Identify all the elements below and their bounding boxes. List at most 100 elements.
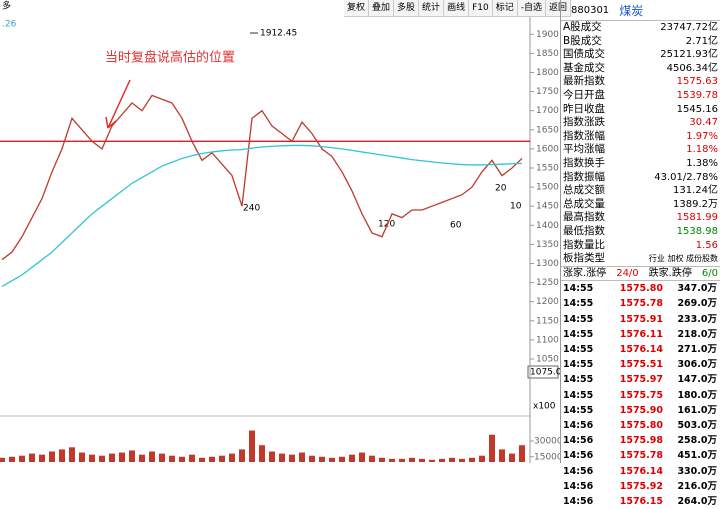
tick-time: 14:56 — [563, 419, 594, 431]
price-line — [1, 94, 523, 261]
stat-value: 131.24亿 — [673, 185, 718, 197]
volume-bar — [139, 454, 145, 462]
up-label: 涨家.涨停 — [563, 267, 607, 279]
quote-panel: 880301 煤炭 A股成交 23747.72亿 B股成交 2.71亿 国债成交 2512… — [560, 0, 720, 507]
stat-label: 国债成交 — [563, 48, 605, 61]
stat-label: 总成交额 — [563, 184, 605, 197]
tick-volume: 161.0万 — [677, 404, 717, 416]
stat-value: 1581.99 — [676, 212, 718, 224]
tick-volume: 271.0万 — [677, 344, 717, 356]
toolbar-button[interactable]: 标记 — [493, 0, 518, 16]
stat-row: 基金成交 4506.34亿 — [561, 62, 720, 76]
stat-row: 国债成交 25121.93亿 — [561, 48, 720, 62]
tick-list: 14:55 1575.80 347.0万 14:55 1575.78 269.0万 14:5… — [561, 280, 720, 509]
stat-value: 4506.34亿 — [666, 62, 718, 74]
volume-bar — [99, 455, 105, 462]
volume-bar — [189, 454, 195, 462]
board-type: 板指类型 行业 加权 成份股数 — [561, 252, 720, 266]
annotation-arrow — [105, 79, 131, 129]
stat-row: B股成交 2.71亿 — [561, 35, 720, 49]
toolbar-button[interactable]: 复权 — [344, 0, 370, 16]
tick-price: 1575.80 — [619, 283, 663, 295]
tick-volume: 451.0万 — [677, 450, 717, 462]
stat-label: B股成交 — [563, 34, 602, 47]
tick-price: 1576.14 — [619, 465, 663, 477]
stat-row: 指数涨跌 30.47 — [561, 116, 720, 130]
tick-price: 1575.90 — [619, 404, 663, 416]
volume-bar — [179, 456, 185, 462]
cursor-box — [527, 365, 559, 379]
volume-bar — [39, 454, 45, 462]
stat-row: 总成交额 131.24亿 — [561, 184, 720, 198]
volume-bar — [309, 455, 315, 462]
volume-bar — [499, 449, 505, 462]
stat-value: 1.18% — [686, 144, 718, 156]
stat-value: 1389.2万 — [673, 198, 718, 210]
volume-bar — [359, 452, 365, 462]
volume-bar — [429, 459, 435, 462]
tick-row: 14:56 1575.78 451.0万 — [561, 448, 720, 463]
volume-bar — [379, 457, 385, 462]
tick-price: 1575.78 — [619, 450, 663, 462]
tick-time: 14:56 — [563, 435, 594, 447]
volume-bar — [459, 458, 465, 462]
y-tick-label: 1250 — [536, 278, 559, 288]
volume-bar — [9, 456, 15, 462]
tick-volume: 347.0万 — [677, 283, 717, 295]
annotation: 当时复盘说高估的位置 — [105, 50, 235, 66]
tick-volume: 306.0万 — [677, 359, 717, 371]
tick-row: 14:56 1575.80 503.0万 — [561, 418, 720, 433]
tick-row: 14:56 1575.98 258.0万 — [561, 433, 720, 448]
toolbar-button[interactable]: 叠加 — [369, 0, 395, 16]
volume-bar — [319, 456, 325, 462]
tick-time: 14:55 — [563, 283, 594, 295]
stat-row: 今日开盘 1539.78 — [561, 89, 720, 103]
index-name: 煤炭 — [619, 3, 644, 18]
stat-row: A股成交 23747.72亿 — [561, 21, 720, 35]
tick-price: 1576.15 — [619, 495, 663, 507]
tick-volume: 503.0万 — [677, 419, 717, 431]
volume-bar — [339, 456, 345, 462]
volume-bar — [29, 453, 35, 462]
stat-label: 基金成交 — [563, 61, 605, 74]
stat-label: 今日开盘 — [563, 88, 605, 101]
volume-bar — [0, 457, 5, 462]
tick-volume: 233.0万 — [677, 313, 717, 325]
stat-value: 23747.72亿 — [660, 22, 718, 33]
volume-bar — [219, 455, 225, 462]
volume-bar — [469, 457, 475, 462]
index-code: 880301 — [571, 4, 610, 16]
toolbar-button[interactable]: 画线 — [444, 0, 470, 16]
volume-bar — [289, 454, 295, 462]
y-tick-label: 1150 — [536, 316, 559, 326]
tick-time: 14:55 — [563, 298, 594, 310]
tick-time: 14:56 — [563, 495, 594, 507]
toolbar-button[interactable]: 返回 — [546, 0, 571, 16]
volume-tick-label: 15000 — [534, 452, 560, 462]
tick-volume: 147.0万 — [677, 374, 717, 386]
toolbar-button[interactable]: -自选 — [518, 0, 546, 16]
stat-label: 昨日收盘 — [563, 102, 605, 115]
stat-value: 1545.16 — [676, 103, 718, 115]
toolbar-button[interactable]: 多股 — [394, 0, 420, 16]
toolbar-button[interactable]: F10 — [469, 0, 493, 16]
y-tick-label: 1850 — [536, 49, 559, 59]
volume-bar — [299, 452, 305, 462]
tick-price: 1575.98 — [619, 435, 663, 447]
volume-bar — [69, 447, 75, 462]
y-tick-label: 1050 — [536, 355, 559, 365]
tick-row: 14:56 1575.92 216.0万 — [561, 479, 720, 494]
stat-label: 最新指数 — [563, 75, 605, 88]
stat-row: 指数换手 1.38% — [561, 157, 720, 171]
tick-price: 1575.91 — [619, 313, 663, 325]
toolbar-button[interactable]: 统计 — [419, 0, 445, 16]
volume-bar — [489, 434, 495, 462]
tick-row: 14:55 1575.90 161.0万 — [561, 403, 720, 418]
tick-price: 1575.75 — [619, 389, 663, 401]
tick-time: 14:55 — [563, 389, 594, 401]
volume-bar — [439, 458, 445, 462]
stat-value: 1.97% — [686, 130, 718, 142]
marker-label: 240 — [243, 204, 260, 214]
volume-bar — [89, 454, 95, 462]
stat-label: A股成交 — [563, 21, 602, 33]
